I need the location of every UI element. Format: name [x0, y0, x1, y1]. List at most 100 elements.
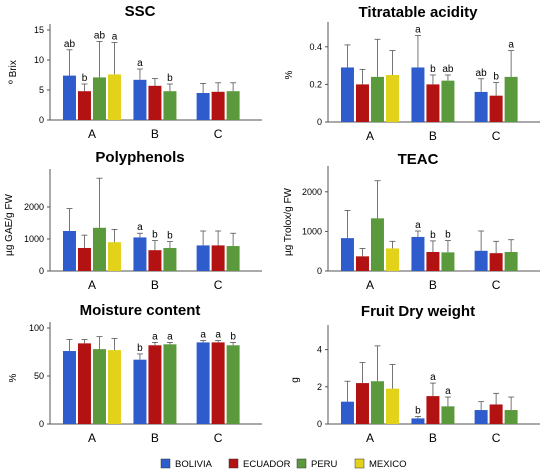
bar-bolivia: [196, 245, 210, 271]
category-label: A: [366, 278, 374, 292]
bar-mexico: [385, 388, 399, 424]
significance-letter: ab: [476, 68, 488, 79]
y-tick-label: 0.4: [309, 42, 322, 52]
bar-peru: [441, 406, 455, 424]
bar-ecuador: [211, 245, 225, 271]
bar-peru: [504, 251, 518, 271]
legend-swatch-bolivia: [160, 458, 171, 469]
bar-ecuador: [355, 383, 369, 424]
category-label: B: [151, 127, 159, 141]
legend-label-bolivia: BOLIVIA: [175, 459, 213, 470]
bar-peru: [163, 91, 177, 120]
bar-bolivia: [340, 67, 354, 122]
legend-swatch-mexico: [354, 458, 365, 469]
significance-letter: b: [415, 406, 421, 417]
bar-bolivia: [411, 236, 425, 271]
significance-letter: a: [415, 220, 421, 231]
bar-mexico: [385, 248, 399, 271]
bar-ecuador: [489, 404, 503, 424]
bar-ecuador: [211, 91, 225, 120]
category-label: B: [151, 431, 159, 445]
category-label: C: [214, 127, 223, 141]
bar-bolivia: [196, 342, 210, 424]
bar-ecuador: [77, 247, 91, 271]
bar-ecuador: [148, 85, 162, 120]
significance-letter: ab: [442, 64, 454, 75]
significance-letter: b: [137, 343, 143, 354]
category-label: A: [366, 129, 374, 143]
y-tick-label: 50: [34, 371, 44, 381]
bar-bolivia: [133, 79, 147, 120]
y-tick-label: 0: [39, 115, 44, 125]
y-axis-label: %: [284, 70, 295, 79]
y-tick-label: 0: [317, 266, 322, 276]
panel-title: Fruit Dry weight: [361, 303, 475, 320]
chart-panel-6: Fruit Dry weight g 0 2 4 A Bb aa C: [290, 303, 540, 445]
significance-letter: b: [430, 64, 436, 75]
bar-peru: [441, 252, 455, 271]
significance-letter: a: [200, 329, 206, 340]
bar-peru: [226, 91, 240, 120]
legend-label-ecuador: ECUADOR: [243, 459, 291, 470]
significance-letter: a: [430, 372, 436, 383]
significance-letter: b: [82, 73, 88, 84]
bar-ecuador: [489, 253, 503, 271]
y-tick-label: 100: [29, 323, 44, 333]
y-tick-label: 5: [39, 85, 44, 95]
significance-letter: a: [215, 329, 221, 340]
legend-label-mexico: MEXICO: [369, 459, 406, 470]
y-axis-label: º Brix: [8, 60, 19, 84]
y-tick-label: 1000: [302, 226, 322, 236]
significance-letter: a: [152, 331, 158, 342]
bar-bolivia: [474, 91, 488, 122]
significance-letter: a: [137, 58, 143, 69]
bar-ecuador: [77, 91, 91, 120]
bar-bolivia: [62, 75, 76, 120]
y-axis-label: g: [290, 377, 301, 383]
panel-title: SSC: [125, 3, 156, 20]
bar-ecuador: [355, 256, 369, 271]
significance-letter: b: [230, 331, 236, 342]
bar-peru: [226, 246, 240, 271]
y-tick-label: 0: [39, 419, 44, 429]
bar-bolivia: [474, 250, 488, 271]
category-label: A: [88, 278, 96, 292]
category-label: B: [429, 278, 437, 292]
significance-letter: b: [167, 73, 173, 84]
category-label: C: [214, 431, 223, 445]
significance-letter: a: [508, 40, 514, 51]
bar-peru: [163, 247, 177, 271]
y-tick-label: 0: [317, 419, 322, 429]
bar-bolivia: [133, 237, 147, 271]
significance-letter: b: [167, 231, 173, 242]
y-tick-label: 0: [317, 117, 322, 127]
y-axis-label: µg Trolox/g FW: [283, 187, 294, 256]
category-label: B: [151, 278, 159, 292]
bar-bolivia: [340, 238, 354, 271]
category-label: A: [88, 127, 96, 141]
bar-ecuador: [426, 251, 440, 271]
y-tick-label: 1000: [24, 234, 44, 244]
bar-ecuador: [489, 95, 503, 122]
significance-letter: a: [137, 222, 143, 233]
y-axis-label: µg GAE/g FW: [4, 193, 15, 255]
significance-letter: a: [112, 32, 118, 43]
bar-ecuador: [211, 342, 225, 424]
bar-peru: [163, 344, 177, 424]
y-tick-label: 0: [39, 266, 44, 276]
category-label: A: [88, 431, 96, 445]
y-tick-label: 15: [34, 25, 44, 35]
bar-bolivia: [196, 93, 210, 120]
legend: BOLIVIA ECUADOR PERU MEXICO: [160, 458, 406, 470]
significance-letter: ab: [94, 30, 106, 41]
bar-peru: [370, 381, 384, 424]
significance-letter: a: [445, 386, 451, 397]
bar-mexico: [107, 350, 121, 424]
bar-bolivia: [133, 359, 147, 424]
legend-swatch-ecuador: [228, 458, 239, 469]
significance-letter: a: [415, 25, 421, 36]
bar-mexico: [107, 242, 121, 271]
